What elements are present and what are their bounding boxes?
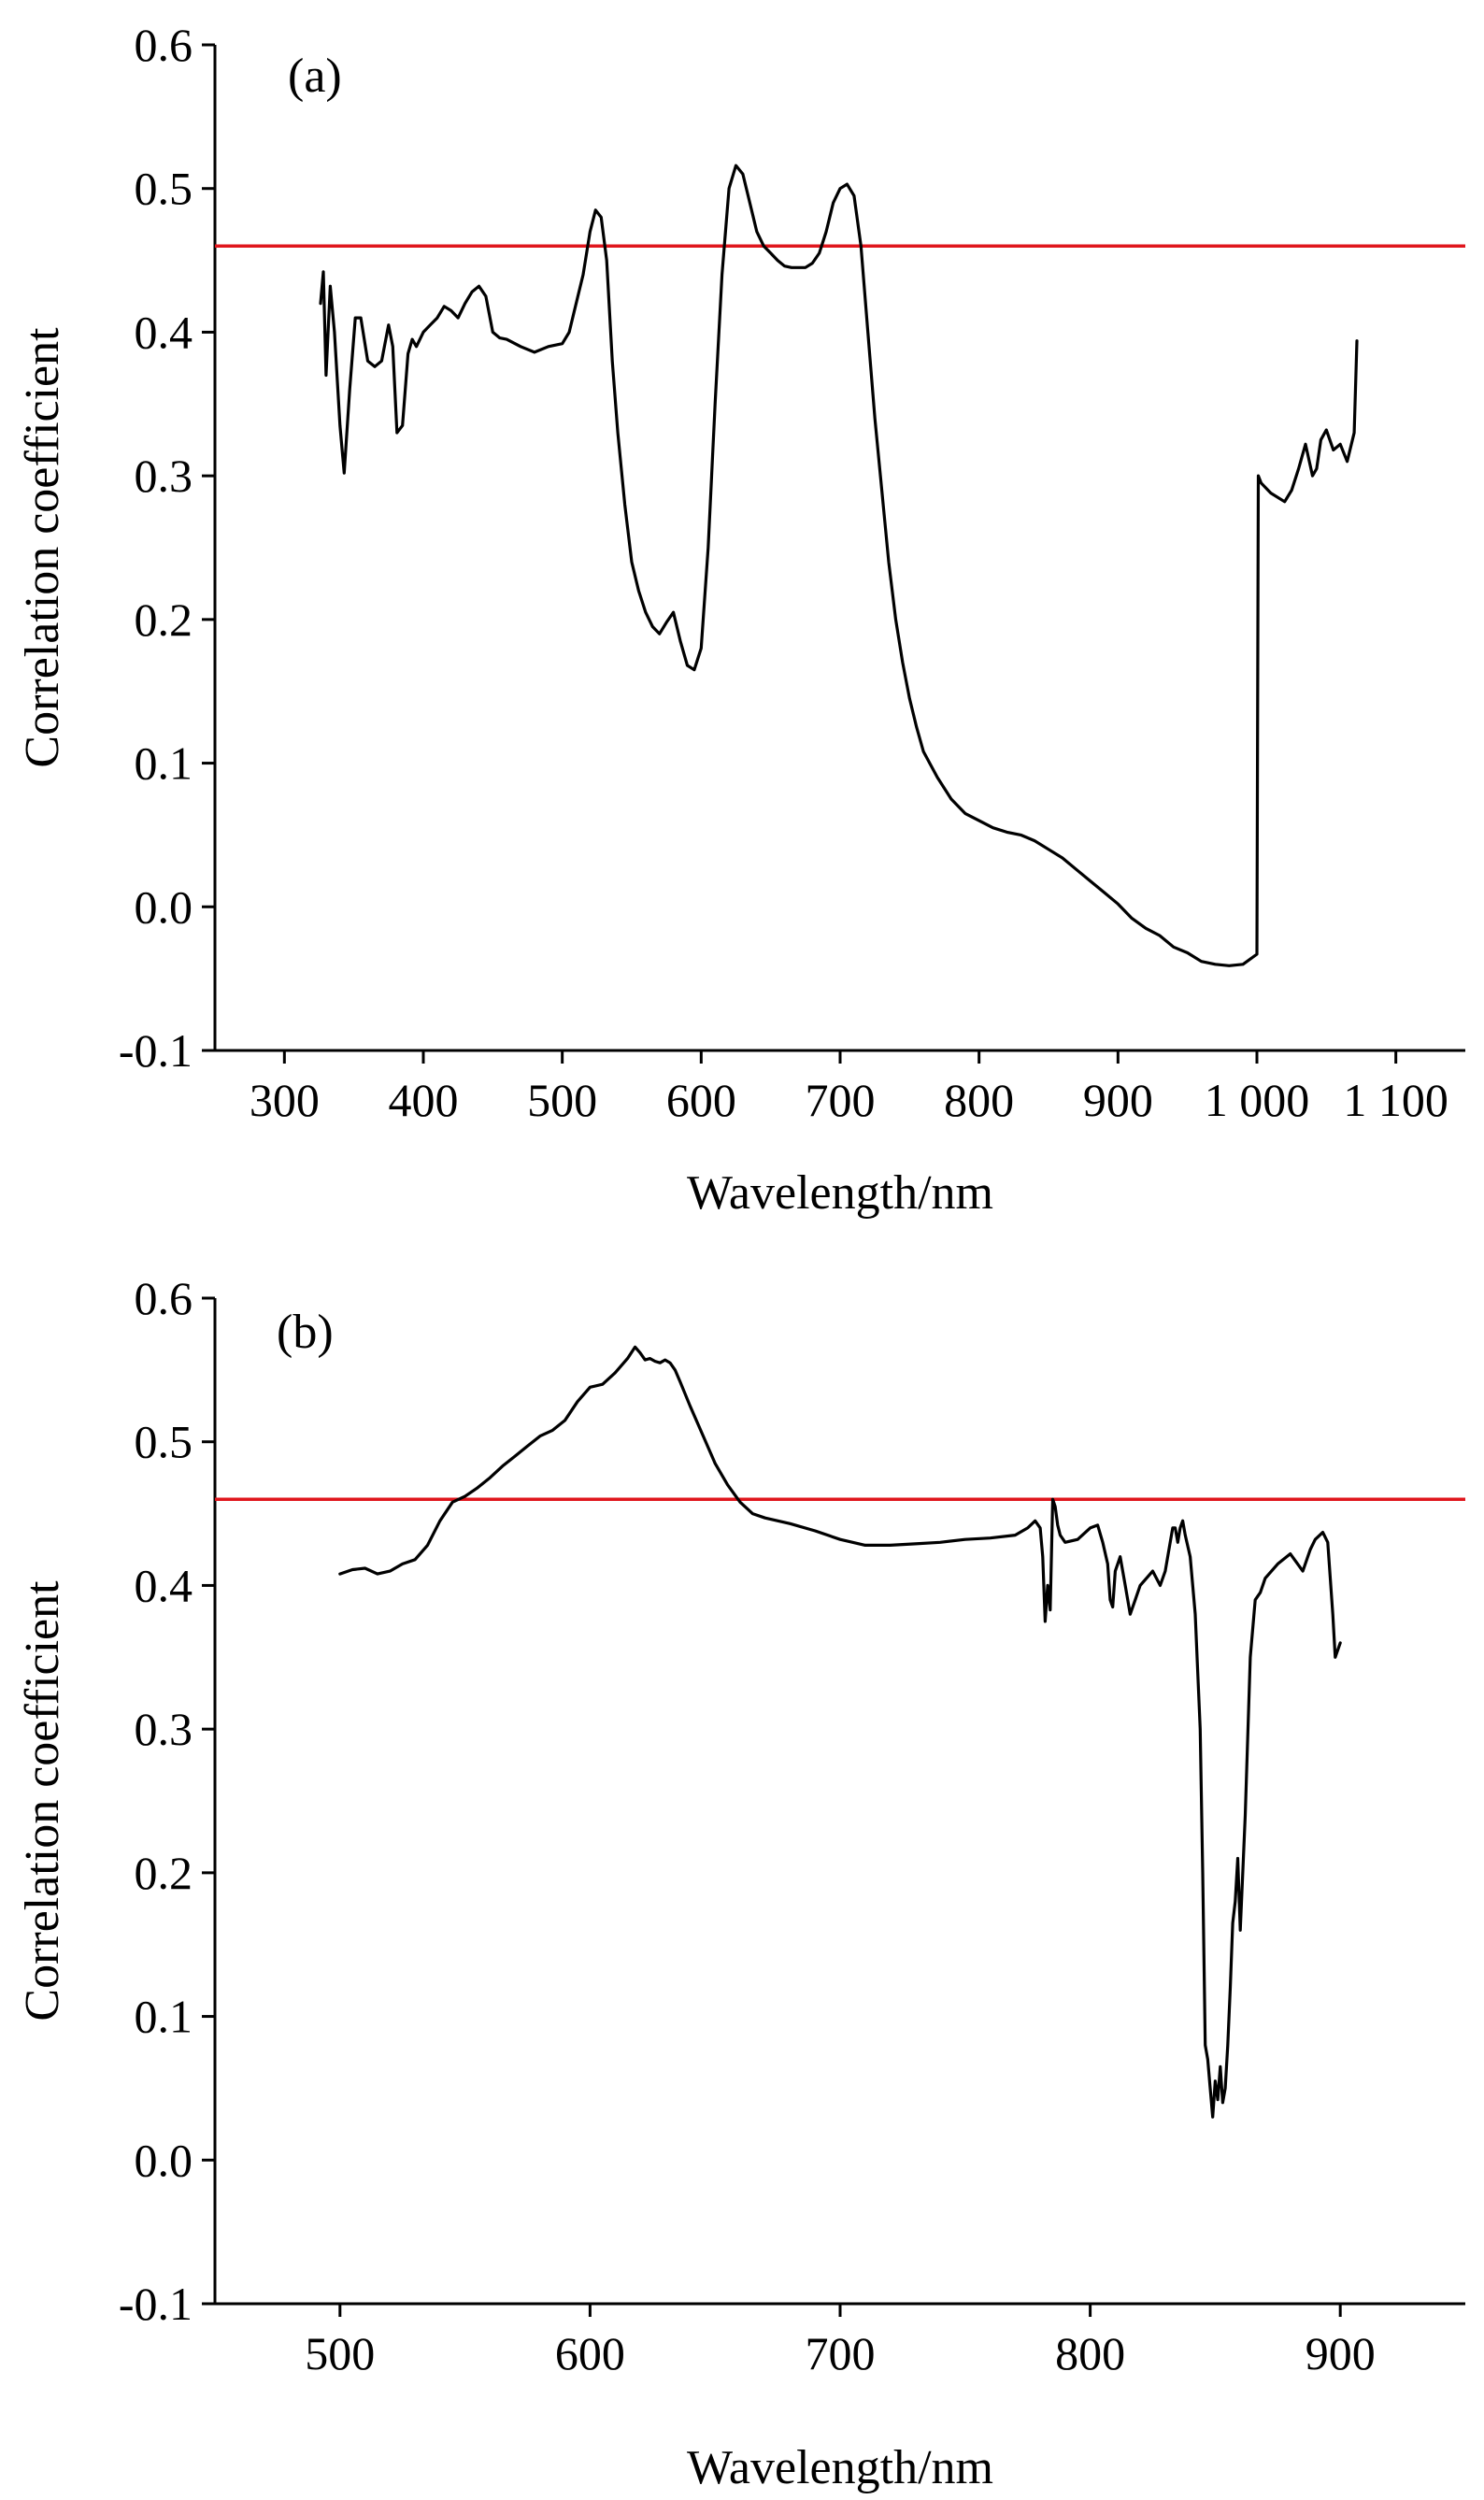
x-tick-label: 300: [250, 1074, 320, 1126]
y-axis-ticks: -0.1 0.0 0.1 0.2 0.3 0.4 0.5 0.6: [119, 1272, 215, 2330]
x-tick-label: 500: [305, 2327, 375, 2379]
y-tick-label: 0.5: [135, 163, 193, 215]
y-tick-label: 0.0: [135, 880, 193, 933]
x-tick-label: 700: [806, 2327, 876, 2379]
x-tick-label: 400: [389, 1074, 459, 1126]
y-tick-label: 0.4: [135, 306, 193, 358]
y-tick-label: 0.2: [135, 1847, 193, 1899]
x-axis-label: Wavelength/nm: [687, 2441, 993, 2494]
chart-panel-a: -0.1 0.0 0.1 0.2 0.3 0.4 0.5 0.6 300 400 500 600 70…: [16, 19, 1465, 1220]
y-tick-label: -0.1: [119, 2278, 193, 2330]
x-axis-label: Wavelength/nm: [687, 1166, 993, 1220]
x-tick-label: 900: [1306, 2327, 1376, 2379]
y-axis-label: Correlation coefficient: [16, 1580, 69, 2021]
x-tick-label: 1 100: [1343, 1074, 1448, 1126]
correlation-series-line: [319, 164, 1359, 967]
y-tick-label: 0.3: [135, 1703, 193, 1755]
y-tick-label: 0.1: [135, 1991, 193, 2043]
x-tick-label: 600: [666, 1074, 736, 1126]
panel-label: (a): [288, 50, 342, 103]
y-tick-label: -0.1: [119, 1024, 193, 1077]
x-tick-label: 600: [555, 2327, 625, 2379]
correlation-series-line: [338, 1345, 1342, 2119]
panel-label: (b): [277, 1306, 334, 1359]
y-tick-label: 0.5: [135, 1416, 193, 1468]
x-tick-label: 1 000: [1205, 1074, 1310, 1126]
y-tick-label: 0.2: [135, 593, 193, 646]
x-tick-label: 500: [527, 1074, 597, 1126]
y-tick-label: 0.6: [135, 1272, 193, 1324]
y-axis-label: Correlation coefficient: [16, 327, 69, 768]
x-axis-ticks: 500 600 700 800 900: [305, 2304, 1376, 2379]
y-tick-label: 0.4: [135, 1559, 193, 1611]
y-tick-label: 0.0: [135, 2134, 193, 2186]
y-tick-label: 0.1: [135, 737, 193, 790]
x-tick-label: 800: [944, 1074, 1014, 1126]
x-tick-label: 900: [1083, 1074, 1153, 1126]
x-tick-label: 700: [806, 1074, 876, 1126]
y-tick-label: 0.3: [135, 450, 193, 502]
chart-panel-b: -0.1 0.0 0.1 0.2 0.3 0.4 0.5 0.6 500 600 700 800 90…: [16, 1272, 1465, 2494]
y-axis-ticks: -0.1 0.0 0.1 0.2 0.3 0.4 0.5 0.6: [119, 19, 215, 1077]
x-tick-label: 800: [1055, 2327, 1125, 2379]
y-tick-label: 0.6: [135, 19, 193, 71]
x-axis-ticks: 300 400 500 600 700 800 900 1 000 1 100: [250, 1050, 1448, 1126]
